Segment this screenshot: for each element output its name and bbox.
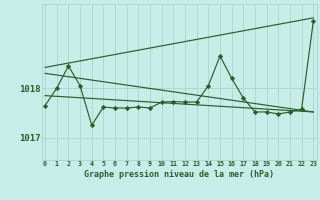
X-axis label: Graphe pression niveau de la mer (hPa): Graphe pression niveau de la mer (hPa) xyxy=(84,170,274,179)
